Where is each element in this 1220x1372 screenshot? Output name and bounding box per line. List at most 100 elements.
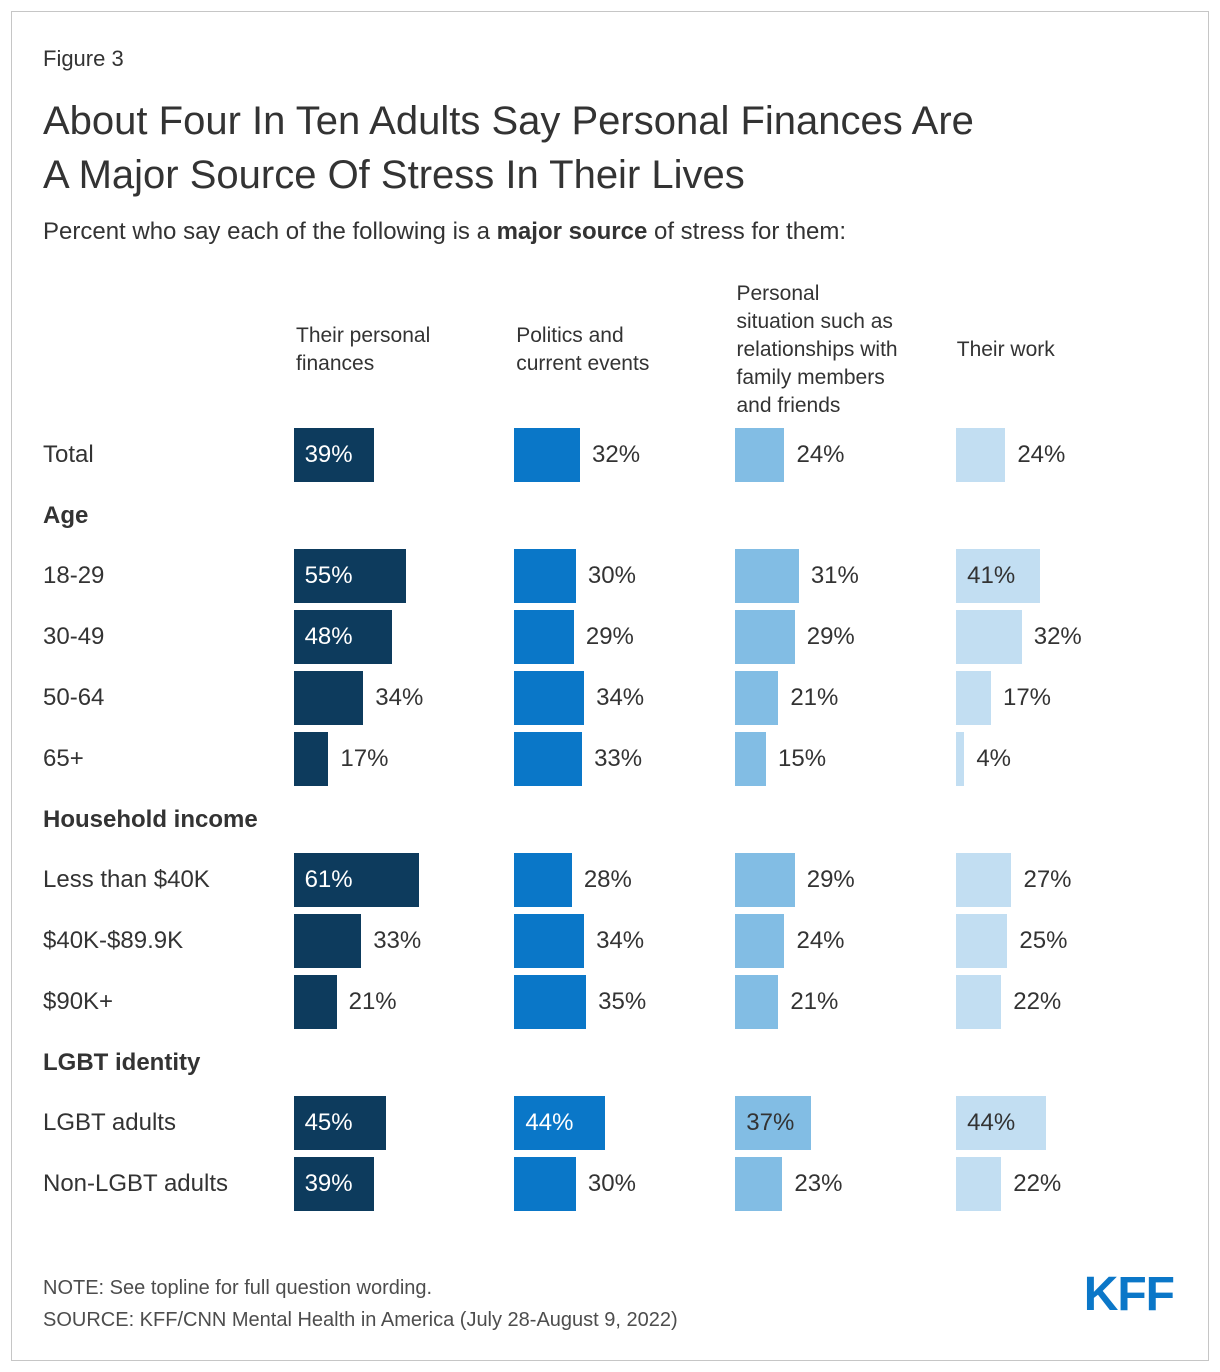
bar: 55% [293, 549, 407, 603]
bar-cell: 39% [293, 1157, 515, 1211]
kff-logo: KFF [1083, 1268, 1175, 1321]
bar-row: 50-64 34% 34% 21% 17% [43, 671, 1177, 725]
bar-cell: 4% [956, 732, 1177, 786]
chart-title: About Four In Ten Adults Say Personal Fi… [43, 94, 1177, 202]
row-label: $90K+ [43, 988, 114, 1015]
bar-cell: 48% [293, 610, 515, 664]
bar-value-label: 41% [967, 562, 1016, 589]
bar-cell: 30% [514, 549, 735, 603]
bar: 61% [293, 853, 419, 907]
bar [293, 671, 364, 725]
bar-cell: 44% [956, 1096, 1177, 1150]
bar-value-label: 33% [594, 745, 643, 772]
bar: 41% [956, 549, 1041, 603]
column-header: Politics and current events [516, 324, 650, 375]
bar-row: 65+ 17% 33% 15% 4% [43, 732, 1177, 786]
bar [956, 914, 1008, 968]
bar-cell: 34% [514, 914, 735, 968]
bar-value-label: 32% [1033, 623, 1082, 650]
bar [514, 1157, 576, 1211]
bar [514, 549, 576, 603]
section-header: Household income [43, 806, 258, 833]
bar [293, 732, 329, 786]
bar-value-label: 22% [1013, 988, 1062, 1015]
bar-cell: 41% [956, 549, 1177, 603]
bar [735, 428, 785, 482]
chart-title-line-1: About Four In Ten Adults Say Personal Fi… [43, 99, 974, 143]
bar-value-label: 34% [596, 927, 645, 954]
bar [956, 610, 1022, 664]
bar: 44% [514, 1096, 605, 1150]
note-text: NOTE: See topline for full question word… [43, 1277, 433, 1299]
bar-value-label: 17% [1002, 684, 1052, 711]
bar-value-label: 45% [304, 1109, 353, 1136]
bar-row: LGBT adults 45% 44% 37% 44% [43, 1096, 1177, 1150]
bar-cell: 27% [956, 853, 1177, 907]
figure-label: Figure 3 [43, 46, 124, 71]
bar [514, 428, 581, 482]
bar-cell: 29% [735, 853, 956, 907]
row-label: 18-29 [43, 562, 105, 589]
bar-value-label: 25% [1019, 927, 1068, 954]
bar-cell: 15% [735, 732, 956, 786]
column-header: Personal situation such as relationships… [736, 282, 898, 417]
bar-value-label: 24% [796, 927, 845, 954]
bar-row: 18-29 55% 30% 31% 41% [43, 549, 1177, 603]
bar-cell: 24% [735, 428, 956, 482]
bar-value-label: 24% [1017, 441, 1066, 468]
bar [293, 914, 362, 968]
bar-value-label: 15% [778, 745, 827, 772]
bar: 48% [293, 610, 392, 664]
bar-value-label: 44% [525, 1109, 574, 1136]
bar [514, 853, 572, 907]
bar-cell: 21% [735, 975, 956, 1029]
section-header: LGBT identity [43, 1049, 201, 1076]
bar-value-label: 32% [592, 441, 641, 468]
bar-value-label: 27% [1023, 866, 1072, 893]
bar-value-label: 24% [796, 441, 845, 468]
bar-value-label: 29% [806, 623, 855, 650]
row-label: 30-49 [43, 623, 105, 650]
bar-cell: 32% [514, 428, 735, 482]
section-header: Age [43, 502, 89, 529]
bar-cell: 55% [293, 549, 515, 603]
bar-cell: 34% [514, 671, 735, 725]
bar-value-label: 48% [304, 623, 353, 650]
bar-cell: 35% [514, 975, 735, 1029]
bar-value-label: 29% [806, 866, 855, 893]
bar [735, 914, 785, 968]
bar [735, 975, 779, 1029]
column-header: Their personal finances [296, 324, 431, 375]
subtitle-prefix: Percent who say each of the following is… [43, 218, 497, 245]
bar-row: $90K+ 21% 35% 21% 22% [43, 975, 1177, 1029]
bar-value-label: 61% [304, 866, 353, 893]
bar-value-label: 37% [746, 1109, 795, 1136]
bar-cell: 32% [956, 610, 1177, 664]
bar-cell: 22% [956, 975, 1177, 1029]
row-label: $40K-$89.9K [43, 927, 184, 954]
bar-value-label: 34% [596, 684, 645, 711]
bar-cell: 31% [735, 549, 956, 603]
bar [514, 732, 583, 786]
bar-value-label: 17% [340, 745, 389, 772]
column-header: Their work [956, 338, 1055, 361]
bar: 39% [293, 1157, 374, 1211]
bar-value-label: 35% [598, 988, 647, 1015]
row-label: LGBT adults [43, 1109, 176, 1136]
bar [956, 732, 965, 786]
bar-row: 30-49 48% 29% 29% 32% [43, 610, 1177, 664]
bar-cell: 25% [956, 914, 1177, 968]
bar-value-label: 39% [304, 1170, 353, 1197]
row-label: Non-LGBT adults [43, 1170, 228, 1197]
bar-value-label: 31% [810, 562, 859, 589]
bar-value-label: 21% [790, 684, 839, 711]
row-label: 65+ [43, 745, 84, 772]
bar: 45% [293, 1096, 386, 1150]
chart-title-line-2: A Major Source Of Stress In Their Lives [43, 153, 745, 197]
bar-row: Non-LGBT adults 39% 30% 23% 22% [43, 1157, 1177, 1211]
bar: 44% [956, 1096, 1047, 1150]
bar-cell: 44% [514, 1096, 735, 1150]
bar-cell: 39% [293, 428, 515, 482]
bar-cell: 28% [514, 853, 735, 907]
column-headers: Their personal finances Politics and curr… [296, 272, 1177, 428]
